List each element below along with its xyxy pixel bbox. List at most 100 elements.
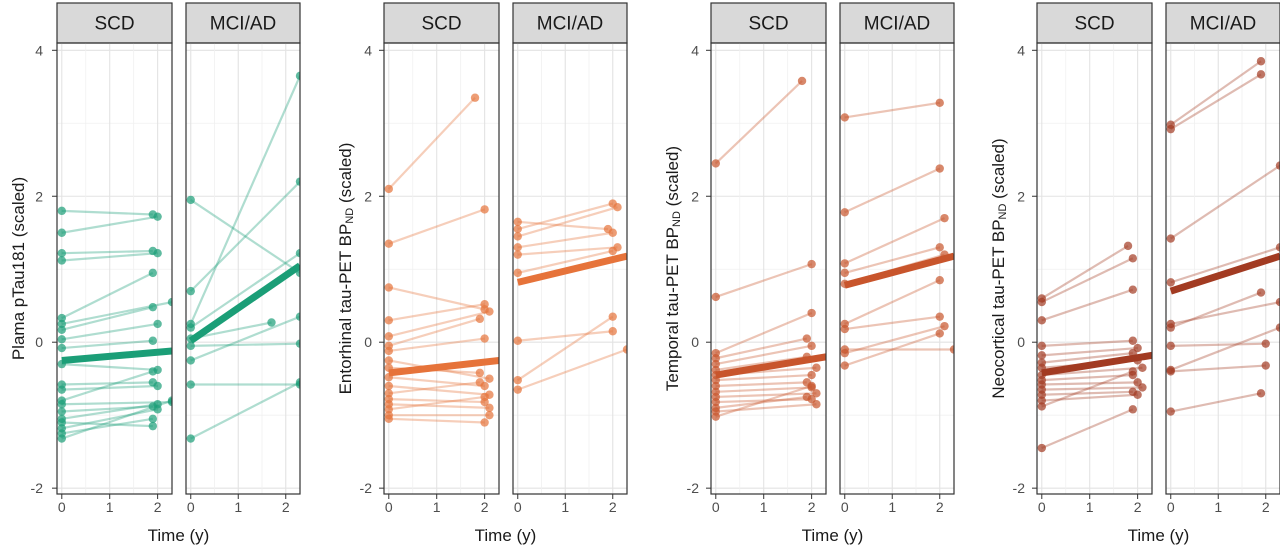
subject-line	[715, 386, 812, 393]
group-mean-line	[516, 252, 627, 286]
y-axis-label-tail: (scaled)	[663, 146, 682, 211]
x-tick-label: 2	[1262, 499, 1270, 515]
subject-point	[1166, 278, 1175, 287]
subject-line	[715, 384, 812, 418]
y-tick-label: 4	[35, 42, 43, 58]
subject-line	[61, 209, 153, 216]
subject-point	[167, 396, 172, 405]
group-mean-line	[843, 252, 954, 289]
x-tick-label: 0	[187, 499, 195, 515]
subject-line	[190, 315, 300, 362]
subject-line	[61, 271, 154, 320]
y-tick-label: 4	[691, 42, 699, 58]
subject-point	[295, 248, 300, 258]
subject-point	[475, 378, 485, 387]
subject-point	[485, 374, 494, 383]
subject-line	[1170, 392, 1262, 413]
subject-line	[844, 325, 945, 355]
subject-point	[1123, 241, 1133, 251]
subject-point	[1166, 323, 1175, 332]
subject-line	[1041, 244, 1129, 300]
subject-line	[1041, 288, 1134, 322]
x-tick-label: 0	[1167, 499, 1175, 515]
panel-border	[839, 42, 955, 495]
subject-point	[1128, 367, 1138, 376]
subject-point	[480, 300, 489, 309]
data-layer	[186, 71, 300, 443]
subject-point	[513, 232, 522, 241]
subject-point	[1037, 351, 1046, 360]
subject-point	[711, 412, 720, 421]
subject-point	[840, 268, 849, 278]
facet-strip	[839, 2, 955, 44]
subject-point	[1256, 57, 1266, 66]
y-tick-label: 0	[35, 334, 43, 350]
facet-strip-label: SCD	[1074, 14, 1114, 35]
subject-point	[807, 308, 816, 318]
chart-3: Neocortical tau-PET BPND (scaled) -2 0 2 4 SC…	[989, 2, 1280, 545]
subject-point	[153, 405, 162, 414]
facet-strip	[1165, 2, 1280, 44]
subject-point	[1166, 367, 1175, 376]
subject-point	[812, 400, 821, 409]
subject-point	[940, 213, 949, 223]
subject-line	[517, 246, 618, 256]
subject-point	[807, 381, 816, 391]
subject-line	[715, 373, 812, 382]
subject-line	[517, 206, 618, 238]
subject-point	[1261, 339, 1270, 348]
panel-border	[383, 42, 500, 495]
subject-line	[715, 392, 817, 399]
subject-point	[295, 177, 300, 186]
subject-line	[388, 417, 485, 424]
subject-line	[1041, 366, 1143, 377]
panel-border	[56, 42, 173, 495]
subject-point	[186, 195, 195, 205]
subject-point	[475, 314, 485, 324]
subject-point	[186, 341, 195, 351]
subject-point	[807, 370, 816, 380]
subject-line	[61, 405, 153, 413]
subject-line	[388, 286, 485, 311]
subject-point	[802, 334, 812, 343]
subject-point	[485, 403, 494, 413]
y-axis-label: Neocortical tau-PET BPND (scaled)	[989, 138, 1010, 398]
subject-line	[1170, 73, 1262, 131]
subject-point	[295, 312, 300, 321]
x-axis-label: Time (y)	[148, 526, 210, 545]
subject-point	[840, 259, 849, 268]
subject-line	[1170, 300, 1280, 326]
subject-point	[57, 434, 66, 443]
subject-point	[148, 268, 158, 278]
subject-point	[513, 385, 522, 394]
subject-point	[807, 341, 816, 351]
subject-line	[388, 381, 480, 395]
subject-point	[513, 336, 522, 345]
subject-line	[844, 279, 941, 325]
subject-point	[711, 359, 720, 369]
subject-point	[711, 292, 720, 302]
subject-line	[61, 322, 158, 341]
subject-point	[812, 363, 821, 372]
facet-strip-label: SCD	[748, 14, 788, 35]
subject-point	[940, 321, 949, 331]
subject-point	[1261, 361, 1270, 370]
data-layer	[384, 93, 499, 427]
subject-point	[485, 410, 494, 420]
y-tick-label: -2	[31, 480, 44, 496]
subject-line	[1041, 370, 1134, 408]
data-layer	[1037, 241, 1152, 453]
subject-point	[57, 335, 66, 344]
subject-point	[384, 381, 393, 391]
subject-point	[480, 418, 489, 427]
chart-2: Temporal tau-PET BPND (scaled) -2 0 2 4 SCD 0 1…	[663, 2, 955, 545]
panel-border	[710, 42, 827, 495]
subject-line	[844, 101, 940, 119]
subject-line	[61, 306, 154, 331]
subject-point	[153, 319, 162, 329]
subject-point	[840, 113, 849, 122]
subject-point	[840, 324, 849, 334]
subject-line	[388, 384, 490, 396]
x-tick-label: 1	[106, 499, 114, 515]
subject-point	[513, 250, 522, 259]
